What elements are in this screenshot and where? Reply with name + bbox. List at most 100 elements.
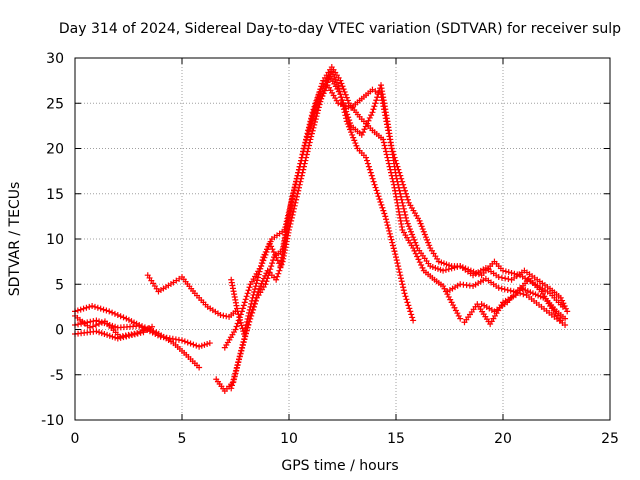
data-point-marker: [403, 296, 410, 303]
data-point-marker: [342, 105, 349, 112]
data-point-marker: [441, 285, 448, 292]
data-point-marker: [254, 277, 261, 284]
data-point-marker: [377, 198, 384, 205]
data-point-marker: [344, 97, 351, 104]
data-point-marker: [234, 362, 241, 369]
data-point-marker: [217, 312, 224, 319]
data-point-marker: [90, 318, 97, 325]
data-point-marker: [365, 163, 372, 170]
data-point-marker: [505, 276, 512, 283]
data-point-marker: [502, 275, 509, 282]
data-point-marker: [117, 313, 124, 320]
data-point-marker: [250, 291, 257, 298]
data-point-marker: [287, 204, 294, 211]
data-point-marker: [375, 193, 382, 200]
y-tick-label: 15: [46, 187, 64, 203]
data-point-marker: [341, 102, 348, 109]
data-point-marker: [196, 343, 203, 350]
data-point-marker: [237, 316, 244, 323]
data-point-marker: [361, 126, 368, 133]
data-point-marker: [274, 273, 281, 280]
data-point-marker: [220, 312, 227, 319]
data-point-marker: [396, 269, 403, 276]
series-track-10: [444, 275, 569, 328]
x-tick-label: 5: [178, 431, 187, 447]
data-point-marker: [96, 329, 103, 336]
data-point-marker: [393, 254, 399, 261]
y-tick-label: -5: [50, 368, 64, 384]
data-point-marker: [362, 123, 369, 130]
x-tick-label: 15: [387, 431, 405, 447]
data-point-marker: [348, 129, 355, 136]
data-point-marker: [419, 226, 426, 233]
data-point-marker: [344, 111, 351, 118]
data-point-marker: [346, 117, 353, 124]
data-point-marker: [87, 318, 94, 325]
data-point-marker: [395, 266, 402, 273]
data-point-marker: [448, 299, 455, 306]
data-point-marker: [365, 117, 372, 124]
data-point-marker: [232, 326, 239, 333]
data-point-marker: [283, 218, 290, 225]
data-point-marker: [395, 263, 402, 270]
series-track-4: [72, 328, 147, 342]
data-point-marker: [269, 246, 276, 253]
data-point-marker: [500, 267, 506, 274]
data-point-marker: [231, 373, 238, 380]
data-point-marker: [83, 304, 90, 311]
data-point-marker: [241, 328, 248, 335]
data-point-marker: [95, 320, 102, 327]
data-point-marker: [447, 296, 454, 303]
data-point-marker: [245, 287, 252, 294]
data-point-marker: [234, 308, 241, 315]
data-point-marker: [383, 151, 390, 158]
y-tick-label: 5: [55, 277, 64, 293]
data-point-marker: [374, 94, 381, 101]
data-point-marker: [313, 99, 320, 106]
data-point-marker: [411, 236, 418, 243]
data-point-marker: [282, 224, 289, 231]
data-point-marker: [345, 114, 352, 121]
data-point-marker: [276, 267, 283, 274]
y-axis-label: SDTVAR / TECUs: [7, 182, 23, 297]
data-point-marker: [291, 186, 298, 193]
data-point-marker: [86, 303, 93, 310]
data-point-marker: [181, 338, 188, 345]
data-point-marker: [382, 145, 389, 152]
data-point-marker: [103, 307, 110, 314]
data-point-marker: [340, 86, 347, 93]
data-point-marker: [239, 342, 246, 349]
data-point-marker: [360, 129, 367, 136]
data-point-marker: [267, 266, 274, 273]
data-point-marker: [402, 190, 409, 197]
data-point-marker: [223, 313, 230, 320]
data-point-marker: [504, 287, 511, 294]
data-point-marker: [343, 94, 350, 101]
data-point-marker: [450, 302, 457, 309]
data-point-marker: [400, 202, 407, 209]
data-point-marker: [495, 274, 502, 281]
data-point-marker: [262, 281, 269, 288]
data-point-marker: [505, 269, 512, 276]
data-point-marker: [562, 321, 569, 328]
data-point-marker: [290, 189, 297, 196]
data-point-marker: [401, 184, 408, 191]
data-point-marker: [146, 328, 153, 335]
data-point-marker: [292, 181, 299, 188]
data-point-marker: [370, 106, 377, 113]
data-point-marker: [201, 341, 208, 348]
data-point-marker: [193, 342, 200, 349]
data-point-marker: [89, 302, 96, 309]
data-point-marker: [92, 322, 99, 329]
data-point-marker: [415, 256, 422, 263]
data-point-marker: [384, 154, 391, 161]
y-tick-label: 20: [46, 142, 64, 158]
data-point-marker: [237, 319, 244, 326]
data-point-marker: [366, 114, 373, 121]
data-point-marker: [385, 157, 392, 164]
data-point-marker: [140, 329, 147, 336]
data-point-marker: [520, 291, 527, 298]
data-point-marker: [401, 208, 408, 215]
chart-title: Day 314 of 2024, Sidereal Day-to-day VTE…: [59, 21, 621, 37]
data-point-marker: [120, 314, 127, 321]
